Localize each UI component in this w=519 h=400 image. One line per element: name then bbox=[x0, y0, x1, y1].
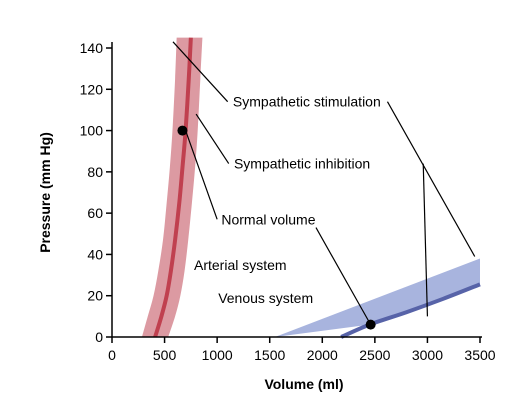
arterial-system-curve bbox=[153, 37, 193, 338]
y-tick-label: 20 bbox=[87, 288, 103, 304]
x-axis-title: Volume (ml) bbox=[264, 376, 343, 392]
arterial-system-range-band bbox=[141, 37, 203, 338]
arterial-normal-volume-point bbox=[177, 125, 188, 136]
sympathetic-stimulation-label: Sympathetic stimulation bbox=[233, 94, 381, 110]
sympathetic-stimulation-leader-line bbox=[386, 101, 476, 257]
sympathetic-inhibition-leader-line bbox=[195, 113, 230, 164]
y-axis-title: Pressure (mm Hg) bbox=[37, 132, 53, 253]
x-tick-label: 2500 bbox=[359, 347, 390, 363]
x-tick-label: 1500 bbox=[254, 347, 285, 363]
venous-normal-volume-point bbox=[365, 319, 376, 330]
normal-volume-leader-line bbox=[315, 227, 372, 325]
x-tick-label: 3500 bbox=[464, 347, 495, 363]
sympathetic-stimulation-leader-line bbox=[172, 41, 229, 103]
y-tick-label: 40 bbox=[87, 246, 103, 262]
arterial-system-label: Arterial system bbox=[194, 257, 287, 273]
x-tick-label: 2000 bbox=[307, 347, 338, 363]
y-tick-label: 140 bbox=[80, 40, 104, 56]
venous-system-range-band bbox=[274, 258, 480, 337]
venous-system-label: Venous system bbox=[218, 290, 313, 306]
y-tick-label: 80 bbox=[87, 164, 103, 180]
sympathetic-inhibition-leader-line bbox=[422, 163, 429, 317]
normal-volume-leader-line bbox=[185, 130, 218, 220]
y-tick-label: 120 bbox=[80, 81, 104, 97]
x-tick-label: 500 bbox=[153, 347, 177, 363]
x-tick-label: 1000 bbox=[202, 347, 233, 363]
y-tick-label: 100 bbox=[80, 123, 104, 139]
venous-system-curve bbox=[340, 282, 481, 339]
x-tick-label: 0 bbox=[108, 347, 116, 363]
x-tick-label: 3000 bbox=[412, 347, 443, 363]
y-tick-label: 0 bbox=[95, 329, 103, 345]
y-tick-label: 60 bbox=[87, 205, 103, 221]
normal-volume-label: Normal volume bbox=[221, 211, 315, 227]
sympathetic-inhibition-label: Sympathetic inhibition bbox=[234, 156, 370, 172]
